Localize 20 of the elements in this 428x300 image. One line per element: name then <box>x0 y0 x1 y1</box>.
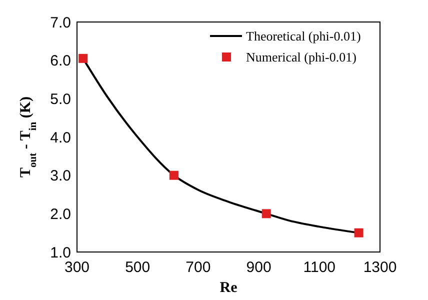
x-tick-label: 1100 <box>303 259 336 276</box>
x-tick-label: 1300 <box>363 259 397 276</box>
y-tick-label: 7.0 <box>50 14 71 32</box>
x-tick-label: 900 <box>246 259 272 276</box>
point <box>354 228 364 238</box>
x-axis-title: Re <box>220 280 238 296</box>
point <box>262 209 271 218</box>
y-tick-label: 2.0 <box>50 206 71 223</box>
y-tick-label: 3.0 <box>50 168 71 185</box>
x-tick-label: 300 <box>64 259 90 276</box>
x-tick-label: 500 <box>125 259 150 276</box>
legend-label: Theoretical (phi-0.01) <box>246 28 361 44</box>
point <box>78 54 88 63</box>
x-tick-label: 700 <box>186 259 211 276</box>
y-tick-label: 1.0 <box>50 244 71 262</box>
legend-label: Numerical (phi-0.01) <box>246 50 356 65</box>
y-tick-label: 5.0 <box>50 90 71 108</box>
y-tick-label: 4.0 <box>50 129 71 146</box>
y-tick-label: 6.0 <box>50 52 71 70</box>
point <box>169 170 178 180</box>
